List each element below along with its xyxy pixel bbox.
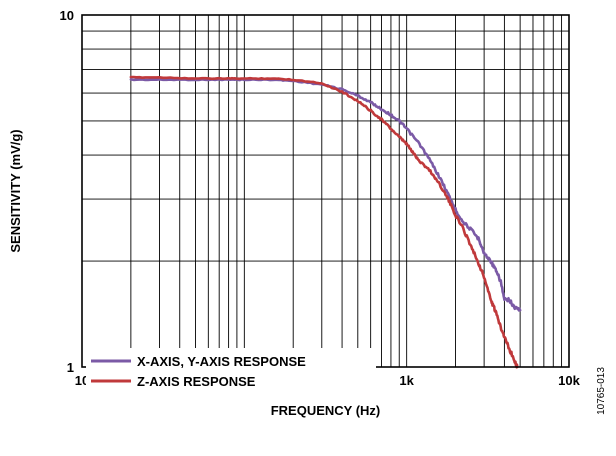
series-layer (129, 75, 522, 369)
x-axis-title: FREQUENCY (Hz) (271, 403, 381, 418)
legend-label-xy: X-AXIS, Y-AXIS RESPONSE (137, 354, 306, 369)
x-tick-label: 1k (399, 373, 414, 388)
grid (82, 15, 569, 367)
y-tick-label: 1 (67, 360, 74, 375)
legend: X-AXIS, Y-AXIS RESPONSE Z-AXIS RESPONSE (86, 348, 376, 389)
y-axis-title: SENSITIVITY (mV/g) (8, 129, 23, 252)
legend-label-z: Z-AXIS RESPONSE (137, 374, 256, 389)
series-line-xy (129, 78, 522, 312)
legend-background (86, 348, 376, 389)
x-tick-label: 10 (75, 373, 89, 388)
figure-id: 10765-013 (596, 367, 607, 415)
series-line-z (129, 75, 519, 369)
y-tick-label: 10 (60, 8, 74, 23)
x-tick-label: 10k (558, 373, 580, 388)
